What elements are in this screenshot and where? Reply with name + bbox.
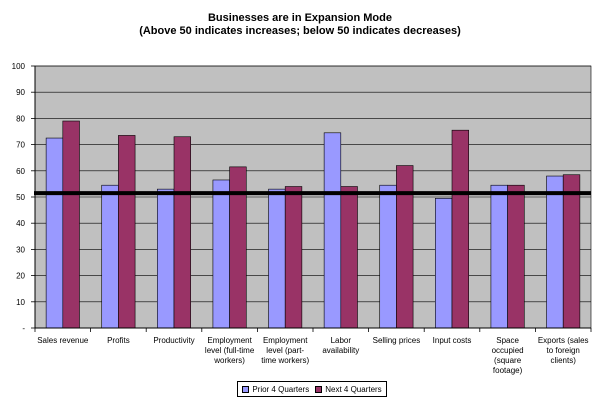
y-tick-label: 100	[12, 62, 26, 71]
bar-prior	[157, 188, 175, 329]
x-tick-label: Selling prices	[373, 336, 421, 345]
x-tick-label: Exports (sales to foreign clients)	[538, 336, 589, 365]
y-tick-label: 70	[16, 141, 25, 150]
y-tick-label: 30	[16, 245, 25, 254]
y-tick-label: 50	[16, 193, 25, 202]
legend: Prior 4 Quarters Next 4 Quarters	[237, 381, 387, 397]
y-tick-label: 20	[16, 272, 25, 281]
x-tick-label: Sales revenue	[37, 336, 89, 345]
x-tick-label: Space occupied (square footage)	[492, 336, 524, 375]
bar-next	[229, 166, 247, 329]
legend-item-prior: Prior 4 Quarters	[242, 385, 309, 394]
bar-next	[507, 184, 525, 329]
bar-prior	[45, 137, 64, 329]
bar-next	[118, 135, 136, 329]
bar-prior	[490, 184, 508, 329]
bar-next	[173, 136, 191, 329]
bar-prior	[546, 175, 564, 329]
x-tick-label: Employment level (part-time workers)	[261, 336, 309, 365]
bar-prior	[212, 179, 230, 329]
bar-next	[562, 174, 581, 329]
bar-next	[284, 186, 303, 329]
legend-swatch-prior	[242, 385, 250, 393]
bar-prior	[323, 132, 342, 329]
bar-next	[340, 186, 358, 329]
x-tick-label: Labor availability	[322, 336, 359, 355]
y-tick-label: 90	[16, 88, 25, 97]
legend-swatch-next	[315, 385, 323, 393]
x-tick-label: Productivity	[153, 336, 194, 345]
bar-prior	[379, 184, 397, 329]
legend-label-next: Next 4 Quarters	[325, 384, 382, 394]
bar-prior	[268, 188, 286, 329]
x-tick-label: Input costs	[433, 336, 472, 345]
x-tick-label: Employment level (full-time workers)	[205, 336, 255, 365]
y-tick-label: 40	[16, 219, 25, 228]
bar-next	[396, 165, 414, 329]
y-tick-label: 80	[16, 114, 25, 123]
bar-next	[451, 129, 469, 329]
chart-subtitle: (Above 50 indicates increases; below 50 …	[139, 25, 461, 37]
bar-next	[62, 120, 80, 329]
y-tick-label: 60	[16, 167, 25, 176]
y-tick-label: -	[22, 324, 25, 333]
x-tick-label: Profits	[107, 336, 130, 345]
legend-label-prior: Prior 4 Quarters	[252, 384, 310, 394]
y-tick-label: 10	[16, 298, 25, 307]
legend-item-next: Next 4 Quarters	[315, 384, 382, 394]
bar-prior	[435, 198, 453, 329]
bar-prior	[101, 184, 119, 329]
plot-border	[34, 65, 592, 329]
chart-title: Businesses are in Expansion Mode	[207, 12, 392, 24]
